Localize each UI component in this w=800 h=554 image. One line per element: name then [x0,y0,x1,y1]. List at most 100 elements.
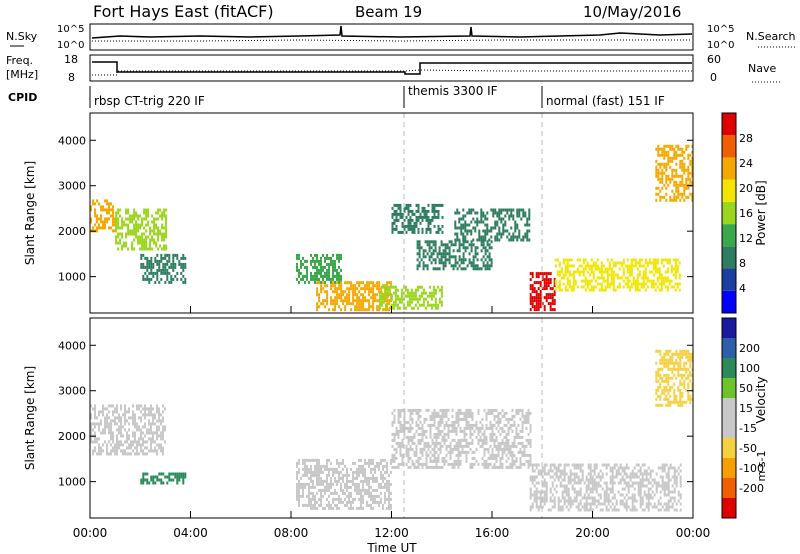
power-ylabel: Slant Range [km] [23,161,37,265]
velocity-region-4 [391,408,532,469]
power-colorbar-tick-1: 4 [739,282,746,295]
power-data-layer [90,144,694,312]
xtick-label-4: 12:00 [374,526,409,540]
freq-tick-top: 18 [64,53,78,66]
time-axis-ticks: 00:00 04:00 08:00 12:00 16:00 20:00 00:00 [73,306,711,540]
power-region-11 [554,258,681,292]
date-label: 10/May/2016 [583,3,681,21]
noise-sky-line [91,25,693,39]
velocity-colorbar-tick-1: 200 [739,342,760,355]
power-region-7 [391,203,444,234]
velocity-ytick-label-2: 2000 [58,430,86,443]
nave-tick-bottom: 0 [710,71,717,84]
freq-tick-bottom: 8 [68,71,75,84]
freq-label-line1: Freq. [6,54,33,67]
power-colorbar-tick-6: 24 [739,157,753,170]
power-region-8 [454,208,531,242]
noise-left-label: N.Sky [6,30,38,43]
velocity-colorbar-tick-6: -50 [739,442,757,455]
cpid-segment-2: themis 3300 IF [408,84,498,98]
power-ytick-label-3: 3000 [58,180,86,193]
power-region-3 [140,253,187,284]
velocity-colorbar-cell-2 [722,338,736,358]
power-region-2 [115,208,168,251]
velocity-colorbar-cell-3 [722,358,736,378]
power-colorbar-cell-7 [722,157,736,180]
power-region-1 [90,199,116,233]
xtick-label-5: 16:00 [475,526,510,540]
velocity-region-1 [90,404,166,456]
power-colorbar-frame [721,112,737,314]
noise-right-label: N.Search [746,30,796,43]
power-ytick-label-2: 2000 [58,225,86,238]
power-colorbar: 4 8 12 16 20 24 28 [721,112,753,314]
noise-ytick-bottom: 10^0 [57,40,84,51]
power-colorbar-cell-8 [722,135,736,158]
nave-line [92,69,692,76]
power-region-6 [378,285,443,310]
velocity-colorbar-tick-4: 15 [739,402,753,415]
power-colorbar-cell-9 [722,113,736,136]
velocity-colorbar-cell-9 [722,478,736,498]
xtick-label-7: 00:00 [676,526,711,540]
power-yticks: 1000 2000 3000 4000 [58,134,693,284]
cpid-label: CPID [8,91,37,104]
velocity-colorbar-cell-4 [722,378,736,398]
power-colorbar-cell-3 [722,246,736,269]
noise-panel: N.Sky 10^5 10^0 10^5 10^0 N.Search [6,23,796,51]
velocity-ytick-label-1: 1000 [58,476,86,489]
power-region-12 [655,144,694,202]
power-region-9 [416,240,493,271]
power-region-10 [529,272,556,312]
power-region-4 [296,253,342,284]
velocity-data-layer [90,349,694,512]
noise-ytick-top-right: 10^5 [707,24,734,35]
xtick-label-3: 08:00 [274,526,309,540]
noise-ytick-bottom-right: 10^0 [707,40,734,51]
power-colorbar-cell-1 [722,290,736,313]
freq-label-line2: [MHz] [6,68,38,81]
freq-line [92,61,692,75]
velocity-colorbar-tick-2: 100 [739,362,760,375]
power-ytick-label-4: 4000 [58,134,86,147]
velocity-colorbar-cell-10 [722,498,736,518]
velocity-colorbar-cell-6 [722,418,736,438]
xtick-label-2: 04:00 [173,526,208,540]
velocity-ylabel: Slant Range [km] [23,366,37,470]
cpid-segment-3: normal (fast) 151 IF [546,94,665,108]
velocity-ytick-label-4: 4000 [58,339,86,352]
power-colorbar-cell-6 [722,179,736,202]
station-title: Fort Hays East (fitACF) [93,2,274,21]
velocity-colorbar-cell-5 [722,398,736,418]
velocity-yticks: 1000 2000 3000 4000 [58,339,693,489]
velocity-region-2 [140,472,187,485]
velocity-colorbar-cell-1 [722,318,736,338]
power-colorbar-cell-2 [722,268,736,291]
velocity-panel: 1000 2000 3000 4000 Slant Range [km] 200 100… [23,317,768,519]
velocity-colorbar-cell-7 [722,438,736,458]
velocity-colorbar-label: Velocity [754,376,768,423]
cpid-row: CPID rbsp CT-trig 220 IF themis 3300 IF … [8,84,665,108]
power-colorbar-tick-3: 12 [739,232,753,245]
noise-ytick-top: 10^5 [57,24,84,35]
velocity-colorbar-unit: m s-1 [755,451,768,482]
power-colorbar-tick-7: 28 [739,132,753,145]
power-colorbar-tick-4: 16 [739,207,753,220]
velocity-region-5 [529,463,682,512]
beam-label: Beam 19 [355,3,422,21]
velocity-colorbar-frame [721,317,737,519]
nave-tick-top: 60 [707,53,721,66]
velocity-colorbar: 200 100 50 15 -15 -50 -100 -200 [721,317,764,519]
time-axis-label: Time UT [366,541,417,554]
power-panel: 1000 2000 3000 4000 Slant Range [km] 4 8 12 16… [23,112,768,314]
power-colorbar-tick-2: 8 [739,257,746,270]
freq-panel: Freq. [MHz] 18 8 60 0 Nave [6,53,780,84]
velocity-colorbar-cell-8 [722,458,736,478]
nave-label: Nave [748,62,776,75]
velocity-colorbar-tick-7: -100 [739,462,764,475]
xtick-label-6: 20:00 [575,526,610,540]
power-ytick-label-1: 1000 [58,271,86,284]
velocity-region-3 [296,458,392,510]
velocity-colorbar-tick-3: 50 [739,382,753,395]
noise-search-line [92,39,692,42]
